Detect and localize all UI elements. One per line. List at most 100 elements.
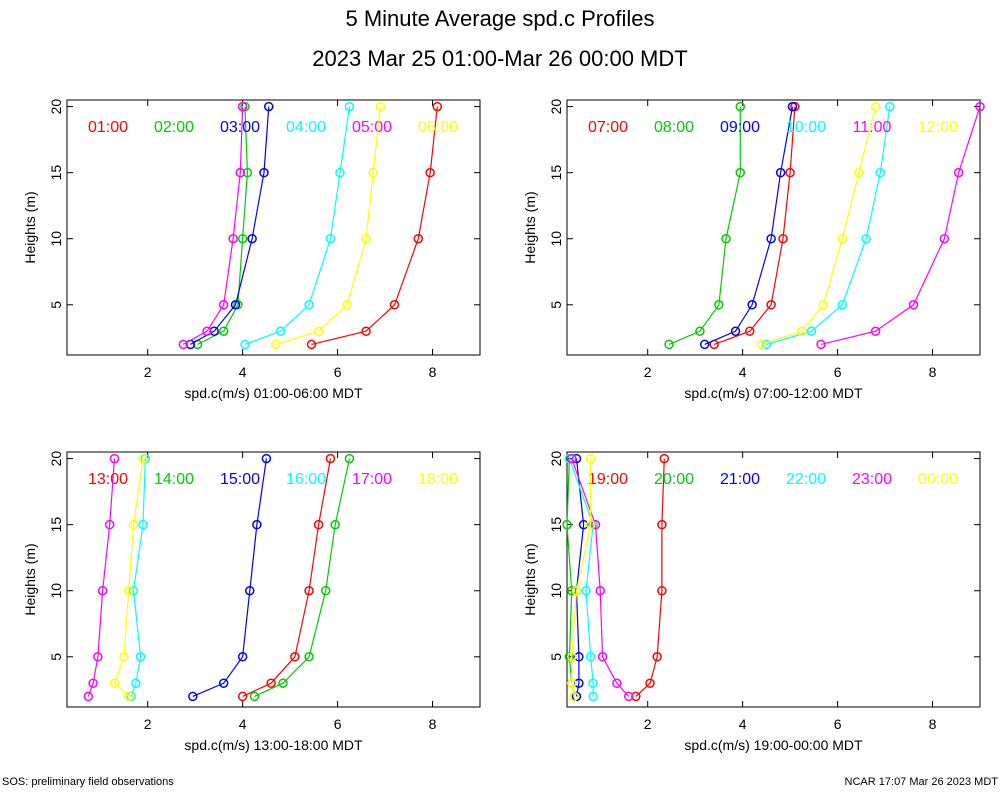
data-point	[721, 233, 731, 244]
y-tick-label: 20	[548, 451, 564, 467]
data-point	[975, 101, 985, 112]
data-point	[425, 167, 435, 178]
figure-title: 5 Minute Average spd.c Profiles	[346, 6, 655, 31]
data-point	[261, 453, 272, 464]
x-tick-label: 8	[429, 716, 437, 732]
data-point	[797, 326, 807, 336]
data-point	[714, 300, 724, 310]
data-point	[590, 519, 601, 530]
data-point	[138, 519, 148, 530]
data-point	[745, 326, 755, 336]
data-point	[885, 101, 895, 112]
data-point	[109, 678, 120, 688]
legend-entry: 01:00	[88, 119, 128, 136]
y-tick-label: 10	[548, 583, 564, 599]
data-point	[566, 652, 577, 662]
legend-entry: 00:00	[918, 471, 958, 488]
data-point	[264, 101, 274, 112]
data-point	[304, 652, 314, 662]
data-point	[228, 233, 238, 244]
x-tick-label: 4	[239, 716, 247, 732]
data-point	[588, 691, 598, 702]
chart-panel-2: 2 4 6 8 5 10 15 20 spd.c(m/s) 07:00-12:00 MDT Hei…	[522, 99, 985, 401]
chart-panel-3: 2 4 6 8 5 10 15 20 spd.c(m/s) 13:00-18:00 MDT Hei…	[22, 451, 481, 753]
data-point	[571, 585, 582, 596]
legend-entry: 06:00	[418, 119, 458, 136]
series-line	[668, 106, 741, 345]
data-point	[571, 453, 582, 464]
data-point	[585, 652, 596, 662]
data-point	[735, 167, 746, 178]
data-point	[562, 519, 572, 530]
data-point	[818, 300, 829, 310]
y-tick-label: 5	[48, 301, 64, 309]
y-tick-label: 15	[48, 517, 64, 533]
x-tick-label: 2	[644, 364, 652, 380]
data-point	[237, 101, 248, 112]
x-tick-label: 6	[834, 364, 842, 380]
data-point	[756, 339, 767, 350]
data-point	[375, 101, 386, 112]
series-line	[197, 106, 249, 345]
legend-entry: 10:00	[786, 119, 826, 136]
data-point	[574, 652, 584, 662]
y-axis-label: Heights (m)	[22, 191, 38, 263]
data-point	[325, 453, 336, 464]
y-axis-label: Heights (m)	[22, 543, 38, 615]
data-point	[778, 233, 788, 244]
data-point	[290, 652, 300, 662]
chart-panel-1: 2 4 6 8 5 10 15 20 spd.c(m/s) 01:00-06:00 MDT Hei…	[22, 99, 481, 401]
data-point	[218, 326, 229, 336]
data-point	[320, 585, 331, 596]
legend-entry: 22:00	[786, 471, 826, 488]
data-point	[659, 453, 670, 464]
x-axis-label: spd.c(m/s) 07:00-12:00 MDT	[684, 385, 863, 401]
series-line	[568, 458, 594, 697]
legend-entry: 08:00	[654, 119, 694, 136]
data-point	[695, 326, 705, 336]
y-tick-label: 20	[48, 99, 64, 115]
data-point	[806, 326, 817, 336]
data-point	[581, 585, 591, 596]
data-point	[766, 233, 776, 244]
legend-entry: 23:00	[852, 471, 892, 488]
data-point	[304, 300, 314, 310]
data-point	[266, 678, 276, 688]
series-line	[713, 106, 796, 345]
data-point	[178, 339, 189, 350]
y-tick-label: 5	[548, 301, 564, 309]
x-tick-label: 2	[144, 716, 152, 732]
y-tick-label: 15	[548, 517, 564, 533]
data-point	[313, 326, 324, 336]
data-point	[259, 167, 269, 178]
data-point	[861, 233, 871, 244]
series-line	[766, 106, 891, 345]
legend-entry: 12:00	[918, 119, 958, 136]
data-point	[88, 678, 98, 688]
data-point	[816, 339, 826, 350]
x-tick-label: 4	[739, 364, 747, 380]
x-tick-label: 6	[834, 716, 842, 732]
y-tick-label: 10	[48, 231, 64, 247]
series-line	[113, 458, 144, 697]
data-point	[104, 519, 115, 530]
data-point	[631, 691, 641, 702]
data-point	[109, 453, 120, 464]
data-point	[342, 300, 352, 310]
data-point	[432, 101, 443, 112]
legend-entry: 21:00	[720, 471, 760, 488]
data-point	[242, 167, 253, 178]
data-point	[123, 585, 134, 596]
data-point	[766, 300, 776, 310]
data-point	[240, 339, 250, 350]
data-point	[344, 453, 355, 464]
data-point	[645, 678, 655, 688]
legend-entry: 16:00	[286, 471, 326, 488]
data-point	[93, 652, 103, 662]
data-point	[870, 326, 881, 336]
data-point	[585, 453, 596, 464]
series-line	[820, 106, 981, 345]
data-point	[304, 585, 314, 596]
y-tick-label: 5	[548, 653, 564, 661]
series-line	[571, 458, 630, 697]
